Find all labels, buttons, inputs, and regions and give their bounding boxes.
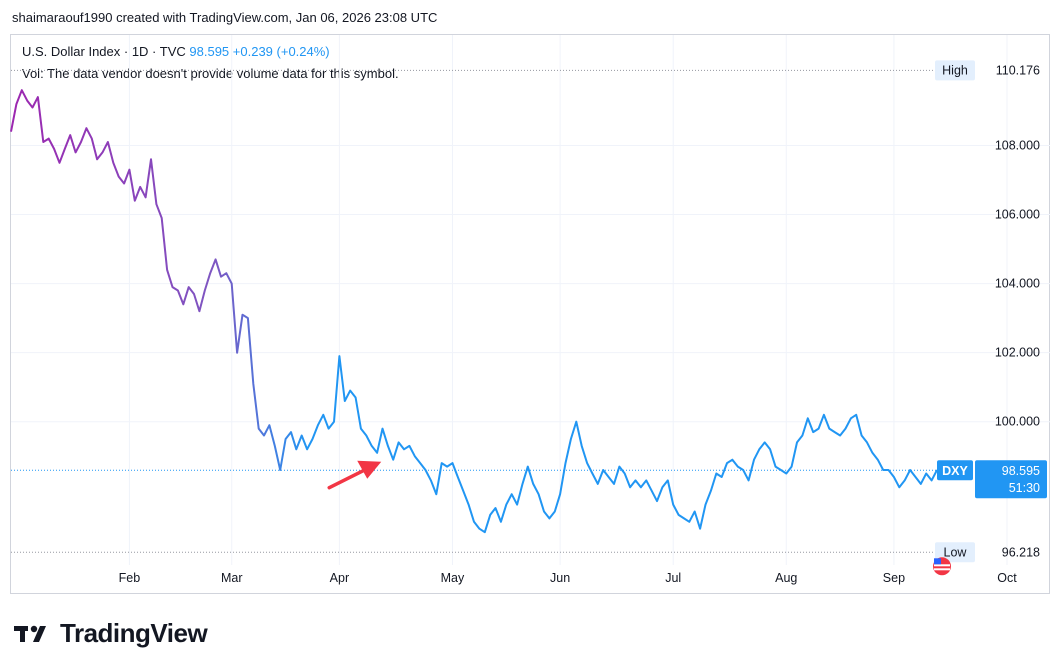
x-tick-label: May [441,571,465,585]
y-tick-label: 104.000 [995,277,1040,291]
y-tick-label: 106.000 [995,208,1040,222]
y-tick-label: 100.000 [995,415,1040,429]
x-tick-label: Jul [665,571,681,585]
annotation-arrow [327,460,382,490]
symbol-legend: U.S. Dollar Index · 1D · TVC 98.595 +0.2… [22,44,330,59]
chart-credit: shaimaraouf1990 created with TradingView… [12,10,438,25]
plot-area [10,89,938,534]
brand-name: TradingView [60,618,208,648]
price-change: +0.239 (+0.24%) [232,44,330,59]
us-flag-icon [933,557,951,576]
low-value: 96.218 [1002,545,1040,559]
last-price: 98.595 [189,44,230,59]
symbol-description: U.S. Dollar Index · 1D · TVC [22,44,186,59]
volume-note: Vol: The data vendor doesn't provide vol… [22,66,399,81]
high-value: 110.176 [996,63,1040,77]
symbol-badge: DXY [942,464,968,478]
reference-lines [11,69,937,553]
flag-canton [934,558,941,565]
x-tick-label: Jun [550,571,570,585]
low-label: Low [944,545,968,559]
low-label-box [935,542,975,563]
flag-stripe [934,568,950,571]
chart-frame [10,34,1050,594]
arrow-head [357,460,382,479]
x-tick-label: Mar [221,571,243,585]
x-tick-label: Sep [883,571,905,585]
price-badges: High 110.176 Low 96.218 DXY 98.595 51:30 [933,60,1047,576]
dxy-price-line [10,89,938,534]
last-price-axis: 98.595 [1002,464,1040,478]
grid-lines [11,35,1050,565]
price-axis[interactable]: 100.000 102.000 104.000 106.000 108.000 [995,138,1040,428]
symbol-badge-box [937,460,973,481]
y-tick-label: 102.000 [995,346,1040,360]
tradingview-logo[interactable]: TradingView [14,618,208,649]
bar-countdown: 51:30 [1009,481,1040,495]
last-price-box [975,460,1047,499]
high-label: High [942,63,968,77]
y-tick-label: 108.000 [995,138,1040,152]
x-tick-label: Apr [330,571,349,585]
high-label-box [935,60,975,81]
time-axis[interactable]: FebMarAprMayJunJulAugSepOctNovDec2026 [119,571,1064,585]
arrow-shaft [327,466,369,490]
flag-stripe [934,564,950,567]
x-tick-label: Feb [119,571,141,585]
x-tick-label: Oct [997,571,1017,585]
tradingview-logo-icon [14,625,46,642]
x-tick-label: Aug [775,571,797,585]
